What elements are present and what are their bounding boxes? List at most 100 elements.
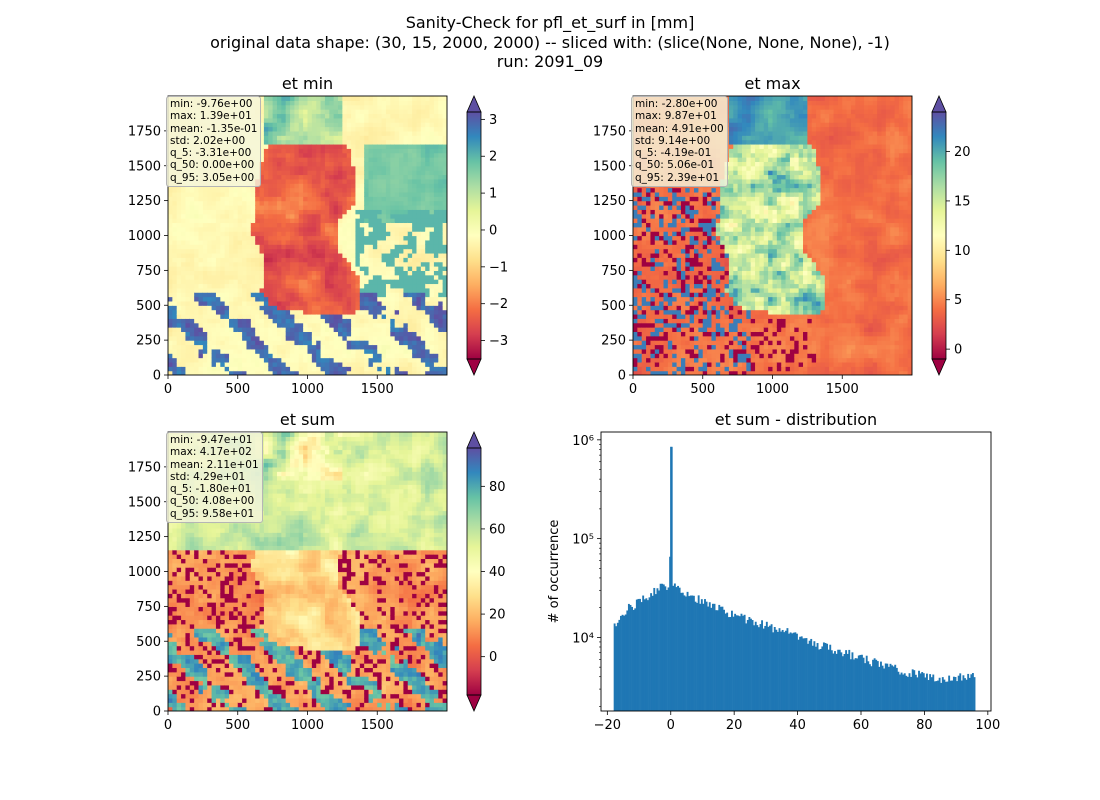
heatmap-cell — [646, 187, 652, 193]
heatmap-cell — [311, 340, 317, 346]
heatmap-cell — [412, 296, 418, 302]
heatmap-cell — [285, 292, 291, 298]
heatmap-cell — [185, 348, 191, 354]
heatmap-cell — [281, 191, 287, 197]
heatmap-cell — [316, 313, 322, 319]
heatmap-cell — [646, 235, 652, 241]
heatmap-cell — [633, 261, 638, 267]
heatmap-cell — [290, 266, 296, 271]
heatmap-cell — [438, 161, 444, 167]
heatmap-cell — [211, 261, 217, 267]
heatmap-cell — [433, 348, 439, 354]
heatmap-cell — [650, 331, 656, 337]
heatmap-cell — [342, 204, 348, 210]
heatmap-cell — [646, 292, 652, 298]
heatmap-cell — [355, 104, 361, 110]
heatmap-cell — [181, 235, 187, 241]
heatmap-cell — [654, 235, 660, 241]
heatmap-cell — [429, 270, 435, 276]
heatmap-cell — [224, 239, 230, 245]
heatmap-cell — [311, 135, 317, 141]
heatmap-cell — [324, 296, 330, 302]
heatmap-cell — [338, 104, 343, 110]
heatmap-cell — [172, 231, 178, 237]
heatmap-cell — [168, 213, 173, 219]
heatmap-cell — [194, 348, 200, 354]
heatmap-cell — [659, 200, 665, 206]
heatmap-cell — [364, 252, 370, 258]
heatmap-cell — [654, 248, 660, 254]
heatmap-cell — [351, 344, 357, 350]
heatmap-cell — [324, 327, 330, 333]
heatmap-cell — [246, 305, 252, 311]
heatmap-cell — [298, 270, 304, 276]
heatmap-cell — [294, 266, 300, 271]
heatmap-cell — [285, 274, 291, 280]
heatmap-cell — [385, 113, 391, 119]
heatmap-cell — [650, 257, 656, 263]
heatmap-cell — [637, 340, 643, 346]
heatmap-cell — [385, 318, 391, 324]
heatmap-cell — [276, 239, 282, 245]
heatmap-cell — [333, 257, 339, 263]
heatmap-cell — [368, 100, 374, 106]
heatmap-cell — [390, 261, 396, 267]
heatmap-cell — [198, 187, 204, 193]
heatmap-cell — [268, 222, 274, 228]
heatmap-cell — [250, 353, 256, 359]
heatmap-cell — [438, 318, 444, 324]
heatmap-cell — [242, 196, 248, 202]
heatmap-cell — [211, 218, 217, 224]
heatmap-cell — [637, 274, 643, 280]
heatmap-cell — [276, 183, 282, 189]
heatmap-cell — [359, 226, 365, 232]
heatmap-cell — [338, 213, 343, 219]
heatmap-cell — [429, 327, 435, 333]
heatmap-cell — [333, 322, 339, 328]
heatmap-cell — [198, 248, 204, 254]
heatmap-cell — [663, 222, 669, 228]
heatmap-cell — [442, 218, 447, 224]
heatmap-cell — [233, 196, 239, 202]
heatmap-cell — [172, 296, 178, 302]
heatmap-cell — [329, 318, 335, 324]
heatmap-cell — [263, 122, 269, 128]
heatmap-cell — [351, 222, 357, 228]
heatmap-cell — [442, 100, 447, 106]
heatmap-cell — [429, 283, 435, 289]
heatmap-cell — [359, 213, 365, 219]
heatmap-cell — [263, 257, 269, 263]
heatmap-cell — [438, 130, 444, 136]
heatmap-cell — [202, 361, 208, 367]
y-tick-label: 500 — [136, 299, 161, 314]
heatmap-cell — [429, 322, 435, 328]
heatmap-cell — [285, 357, 291, 363]
heatmap-cell — [246, 300, 252, 306]
heatmap-cell — [637, 327, 643, 333]
heatmap-cell — [377, 200, 383, 206]
heatmap-cell — [285, 183, 291, 189]
heatmap-cell — [268, 235, 274, 241]
heatmap-cell — [412, 100, 418, 106]
heatmap-cell — [329, 226, 335, 232]
heatmap-cell — [320, 152, 326, 158]
heatmap-cell — [198, 244, 204, 250]
heatmap-cell — [181, 313, 187, 319]
heatmap-cell — [633, 348, 638, 354]
heatmap-cell — [298, 109, 304, 115]
heatmap-cell — [202, 292, 208, 298]
heatmap-cell — [229, 322, 234, 328]
heatmap-cell — [407, 309, 413, 315]
heatmap-cell — [390, 274, 396, 280]
heatmap-cell — [689, 331, 695, 337]
heatmap-cell — [181, 252, 187, 258]
heatmap-cell — [372, 370, 378, 375]
heatmap-cell — [394, 117, 400, 123]
heatmap-cell — [311, 117, 317, 123]
heatmap-cell — [276, 313, 282, 319]
heatmap-cell — [320, 348, 326, 354]
heatmap-cell — [211, 300, 217, 306]
heatmap-cell — [355, 231, 361, 237]
heatmap-cell — [207, 200, 213, 206]
heatmap-cell — [185, 235, 191, 241]
